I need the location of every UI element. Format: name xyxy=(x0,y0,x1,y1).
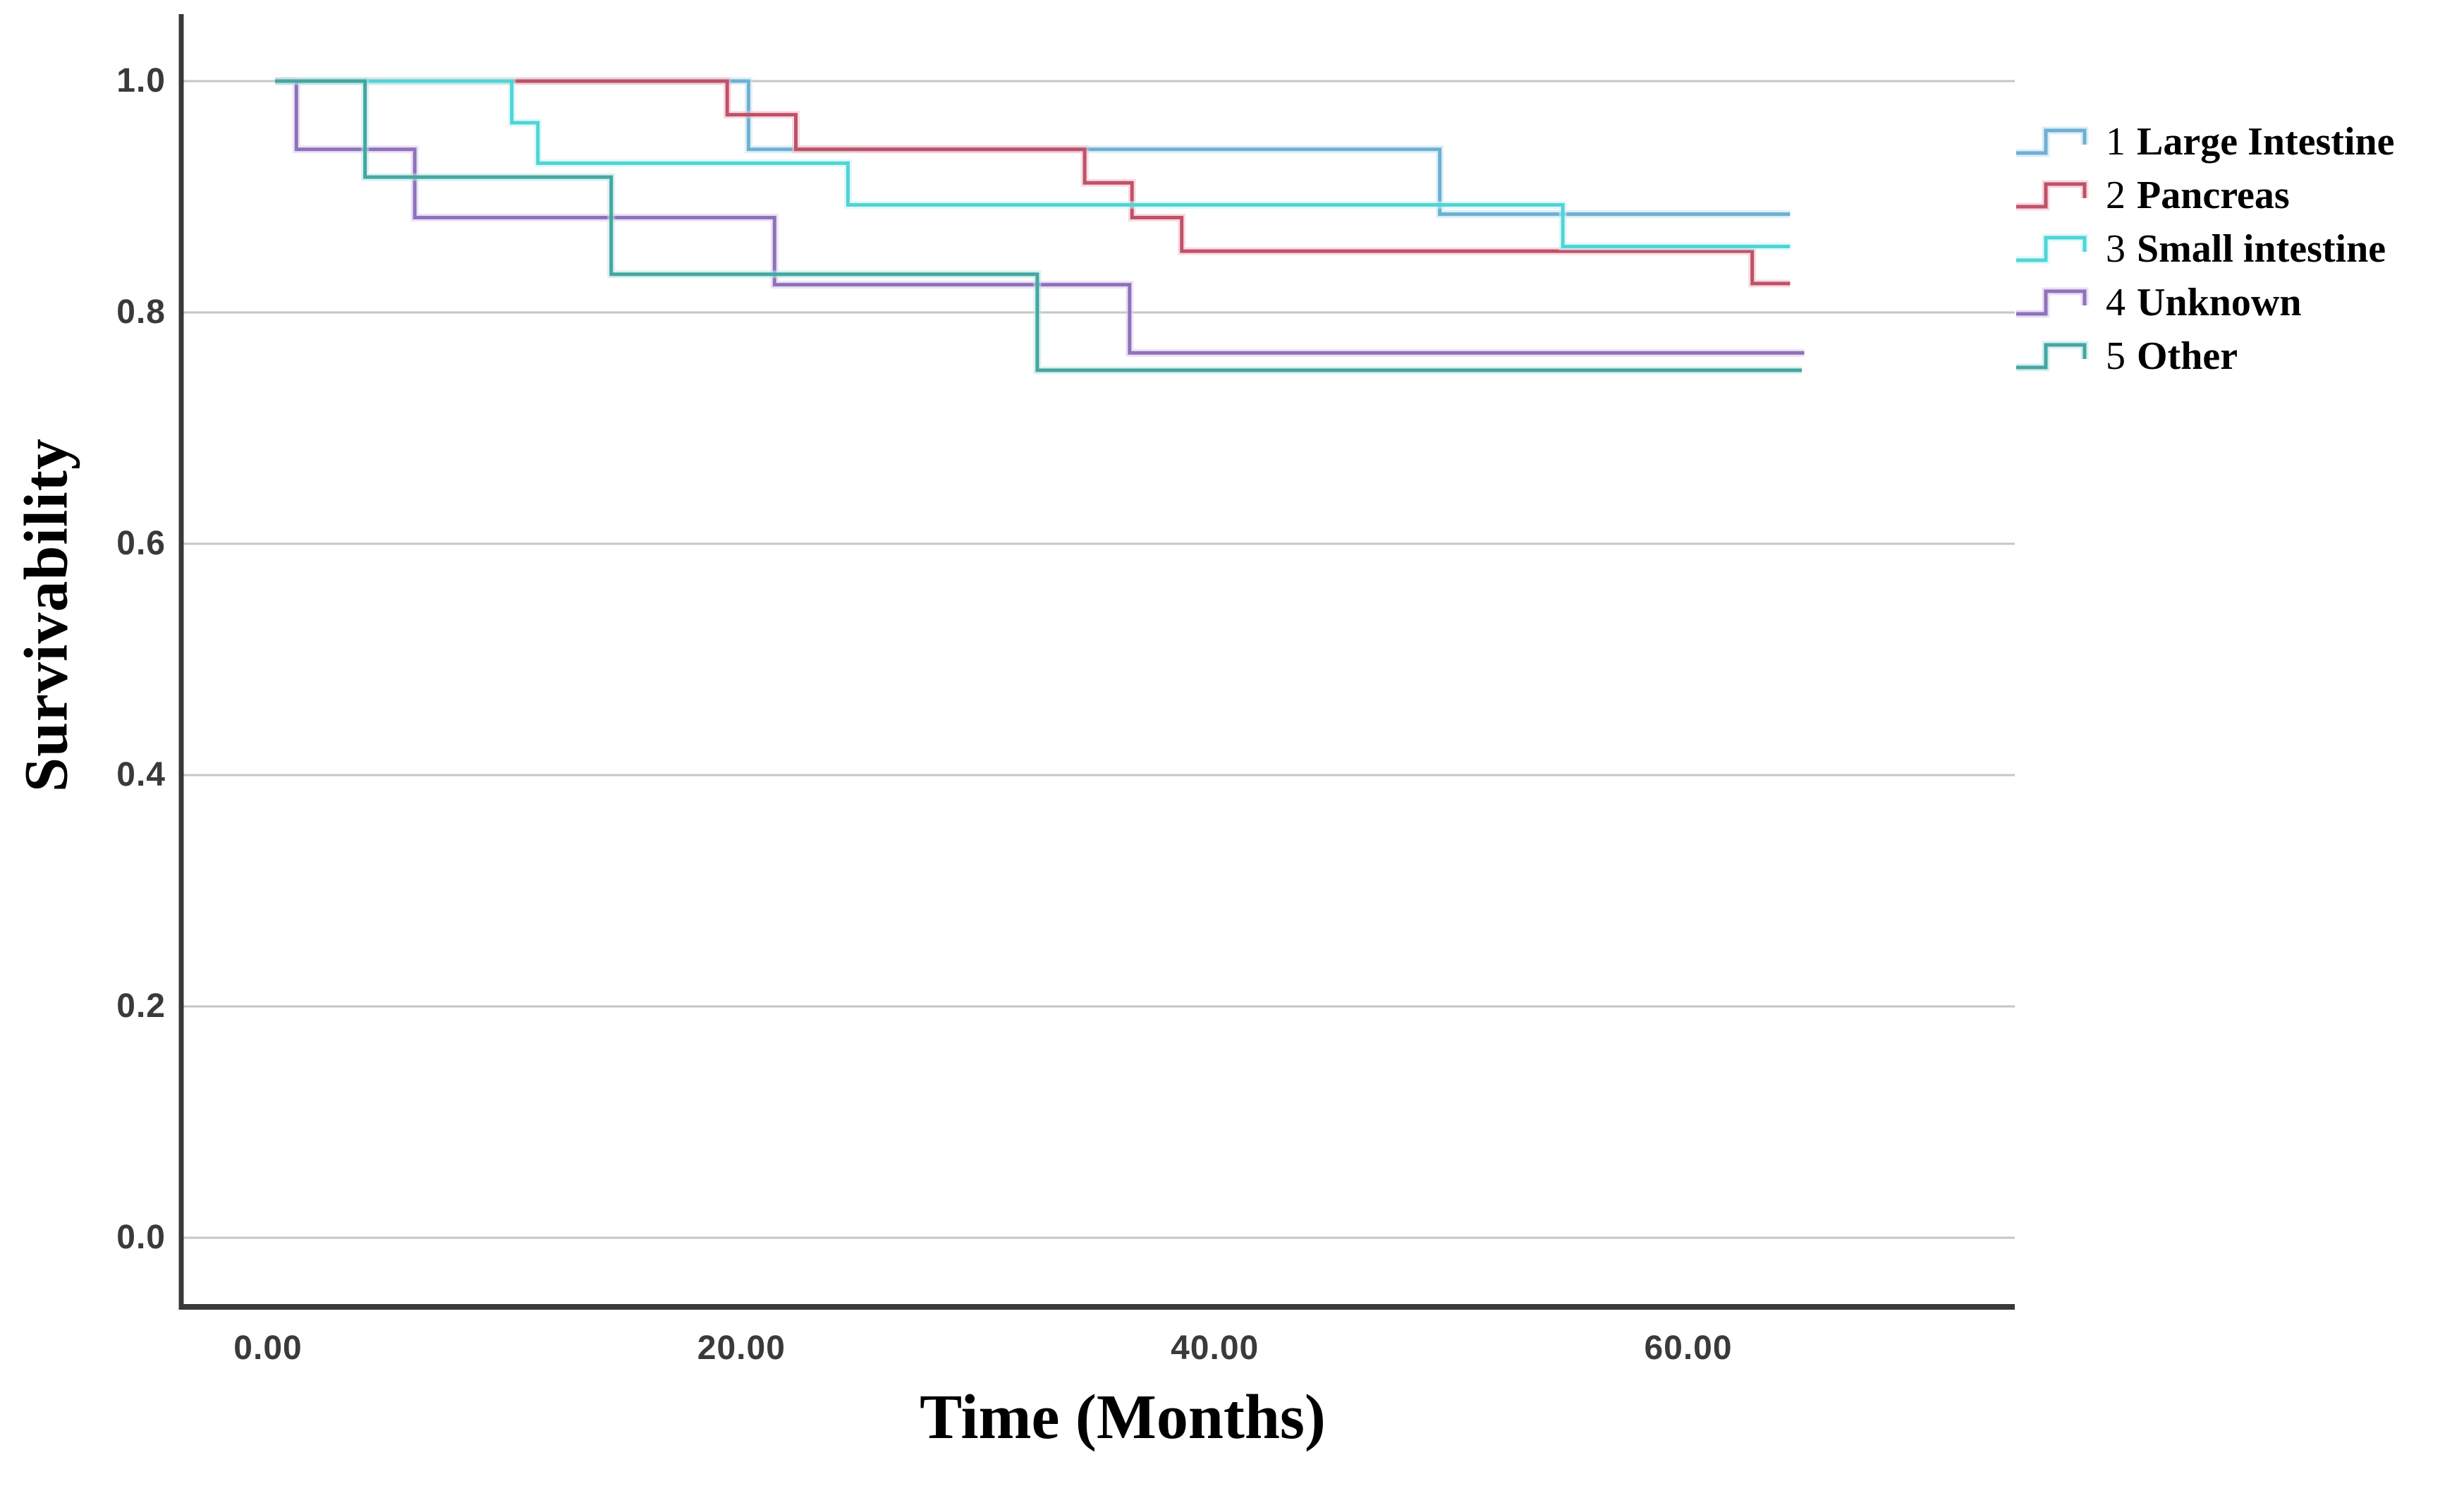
y-tick-label-0.4: 0.4 xyxy=(116,756,166,793)
legend-label-small-intestine: Small intestine xyxy=(2137,227,2386,271)
legend-number-1: 1 xyxy=(2106,120,2125,164)
legend-swatch-halo xyxy=(2016,233,2089,264)
y-tick-label-0.6: 0.6 xyxy=(116,525,166,562)
legend-item-1-large-intestine: 1 Large Intestine xyxy=(2014,115,2395,169)
y-tick-label-0.0: 0.0 xyxy=(116,1219,166,1256)
y-tick-label-1.0: 1.0 xyxy=(116,62,166,99)
legend-step-swatch-icon-1 xyxy=(2016,126,2089,157)
series-line-3-small-intestine xyxy=(275,79,1791,248)
legend-swatch-halo xyxy=(2016,180,2089,211)
x-tick-label-20.00: 20.00 xyxy=(697,1329,786,1367)
legend-label-other: Other xyxy=(2137,334,2238,378)
legend-number-5: 5 xyxy=(2106,334,2125,378)
legend-swatch-line xyxy=(2016,236,2087,262)
legend-step-swatch-icon-4 xyxy=(2016,287,2089,318)
legend-item-4-unknown: 4 Unknown xyxy=(2014,276,2395,329)
series-line-2-pancreas-halo xyxy=(275,77,1791,288)
y-axis-title: Survivability xyxy=(12,438,81,792)
legend-swatch-halo xyxy=(2016,287,2089,318)
legend-swatch-halo xyxy=(2016,126,2089,157)
legend-step-swatch-icon-2 xyxy=(2016,180,2089,211)
legend-label-unknown: Unknown xyxy=(2137,281,2302,324)
legend-label-large-intestine: Large Intestine xyxy=(2137,120,2395,164)
legend-step-swatch-icon-3 xyxy=(2016,233,2089,264)
y-tick-label-0.2: 0.2 xyxy=(116,987,166,1025)
legend-item-5-other: 5 Other xyxy=(2014,329,2395,383)
legend-label-pancreas: Pancreas xyxy=(2137,173,2290,217)
legend-item-2-pancreas: 2 Pancreas xyxy=(2014,169,2395,222)
series-line-4-unknown xyxy=(275,79,1805,355)
y-tick-label-0.8: 0.8 xyxy=(116,293,166,331)
series-line-2-pancreas xyxy=(275,79,1791,286)
legend-item-3-small-intestine: 3 Small intestine xyxy=(2014,222,2395,276)
legend-swatch-line xyxy=(2016,289,2087,316)
chart-legend: 1 Large Intestine 2 Pancreas 3 Small intestin… xyxy=(2014,115,2395,383)
legend-swatch-halo xyxy=(2016,341,2089,372)
x-tick-label-60.00: 60.00 xyxy=(1644,1329,1733,1367)
legend-number-4: 4 xyxy=(2106,281,2125,324)
x-axis-title: Time (Months) xyxy=(920,1382,1326,1452)
x-tick-label-0.00: 0.00 xyxy=(233,1329,303,1367)
legend-step-swatch-icon-5 xyxy=(2016,341,2089,372)
legend-number-3: 3 xyxy=(2106,227,2125,271)
x-tick-label-40.00: 40.00 xyxy=(1171,1329,1260,1367)
legend-number-2: 2 xyxy=(2106,173,2125,217)
legend-swatch-line xyxy=(2016,182,2087,209)
series-line-5-other xyxy=(275,79,1803,372)
legend-swatch-line xyxy=(2016,343,2087,370)
legend-swatch-line xyxy=(2016,128,2087,155)
